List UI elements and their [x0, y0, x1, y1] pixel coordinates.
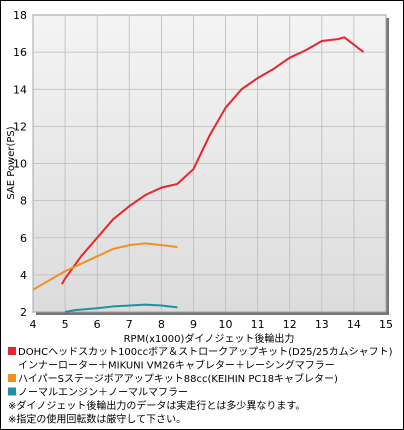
y-tick-label: 4 [20, 269, 27, 282]
legend-label: DOHCヘッドスカット100ccボア＆ストロークアップキット(D25/25カムシ… [18, 346, 393, 358]
x-axis-label: RPM(x1000)ダイノジェット後輪出力 [124, 332, 295, 345]
x-tick-label: 5 [62, 318, 69, 331]
x-tick-label: 4 [30, 318, 37, 331]
y-tick-label: 18 [13, 9, 27, 22]
legend-label: ハイパーSステージボアアップキット88cc(KEIHIN PC18キャブレター) [18, 372, 338, 385]
y-axis-label: SAE Power(PS) [6, 126, 17, 199]
legend-detail: インナーローター＋MIKUNI VM26キャブレター＋ [18, 359, 245, 372]
note: ※ダイノジェット後輪出力のデータは実走行とは多少異なります。 [8, 399, 305, 412]
y-tick-label: 10 [13, 158, 27, 171]
legend-swatch [8, 387, 16, 396]
x-tick-label: 10 [219, 318, 233, 331]
y-tick-label: 14 [13, 83, 27, 96]
x-tick-label: 11 [251, 318, 265, 331]
x-tick-label: 7 [126, 318, 133, 331]
y-tick-label: 8 [20, 195, 27, 208]
x-tick-label: 15 [379, 318, 393, 331]
x-tick-label: 13 [315, 318, 329, 331]
x-tick-label: 12 [283, 318, 297, 331]
data-line [32, 242, 178, 291]
legend-detail: レーシングマフラー [245, 359, 335, 372]
legend-swatch [8, 374, 16, 382]
x-tick-label: 9 [190, 318, 197, 331]
y-tick-label: 6 [20, 232, 27, 245]
data-line [64, 303, 178, 313]
x-tick-label: 14 [347, 318, 361, 331]
y-tick-label: 16 [13, 46, 27, 59]
x-tick-label: 6 [94, 318, 101, 331]
y-tick-label: 2 [20, 306, 27, 319]
legend-swatch [8, 347, 16, 355]
data-line [61, 36, 365, 285]
x-tick-label: 8 [158, 318, 165, 331]
note: ※指定の使用回転数は厳守して下さい。 [8, 413, 186, 426]
y-tick-label: 12 [13, 120, 27, 133]
legend-label: ノーマルエンジン＋ノーマルマフラー [18, 387, 188, 399]
